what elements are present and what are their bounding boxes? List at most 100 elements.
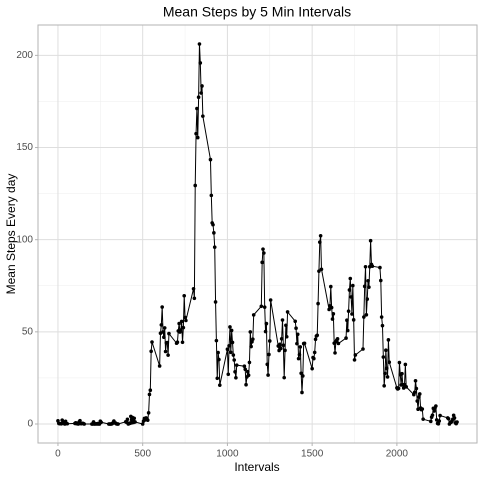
point: [404, 385, 409, 389]
point: [300, 390, 304, 395]
point: [145, 418, 150, 422]
point: [233, 369, 237, 374]
point: [349, 295, 353, 299]
point: [312, 350, 317, 355]
point: [297, 352, 302, 357]
point: [317, 240, 322, 244]
point: [344, 336, 348, 340]
point: [364, 312, 369, 317]
point: [209, 193, 214, 198]
point: [227, 344, 231, 348]
point: [175, 340, 180, 345]
point: [352, 358, 357, 362]
point: [217, 383, 222, 387]
point: [386, 338, 391, 342]
point: [194, 131, 198, 136]
point: [228, 325, 232, 329]
point: [330, 317, 335, 321]
point: [181, 325, 186, 330]
point: [318, 233, 323, 238]
point: [196, 95, 201, 100]
point: [162, 326, 167, 330]
point: [365, 297, 370, 301]
point: [396, 386, 401, 391]
point: [298, 345, 303, 349]
point: [212, 231, 216, 235]
x-tick-label: 0: [55, 449, 61, 460]
point: [183, 315, 187, 320]
point: [299, 371, 303, 376]
point: [199, 91, 203, 95]
point: [161, 330, 165, 334]
point: [381, 355, 386, 359]
point: [201, 114, 205, 118]
point: [348, 276, 353, 281]
point: [246, 373, 251, 378]
point: [133, 420, 137, 424]
point: [198, 61, 203, 65]
point: [215, 376, 220, 381]
point: [163, 349, 168, 354]
point: [361, 347, 365, 351]
point: [345, 328, 350, 333]
point: [244, 382, 248, 387]
point: [382, 384, 386, 388]
point: [333, 351, 337, 355]
point: [317, 269, 321, 273]
point: [280, 318, 285, 322]
point: [383, 371, 387, 376]
point: [192, 296, 197, 301]
point: [281, 343, 286, 348]
point: [432, 409, 436, 413]
point: [214, 338, 219, 343]
point: [264, 321, 269, 326]
point: [347, 288, 352, 292]
point: [455, 420, 459, 424]
point: [247, 360, 252, 365]
point: [231, 353, 236, 357]
point: [452, 416, 457, 420]
point: [412, 390, 417, 395]
point: [284, 323, 288, 328]
x-axis-label: Intervals: [234, 460, 279, 474]
point: [403, 362, 408, 367]
point: [146, 411, 151, 415]
point: [159, 323, 164, 327]
point: [417, 395, 421, 399]
point: [437, 419, 442, 423]
point: [384, 348, 388, 353]
point: [378, 265, 382, 270]
point: [345, 318, 349, 323]
point: [397, 360, 402, 365]
point: [367, 285, 371, 289]
point: [265, 362, 270, 367]
point: [434, 404, 438, 408]
point: [415, 399, 420, 403]
point: [302, 341, 307, 346]
x-tick-label: 1500: [301, 449, 324, 460]
point: [363, 264, 368, 269]
y-tick-label: 200: [16, 50, 33, 61]
point: [328, 284, 333, 289]
point: [182, 294, 187, 298]
point: [283, 348, 287, 353]
point: [262, 251, 266, 255]
point: [212, 245, 217, 249]
point: [331, 312, 336, 316]
point: [229, 328, 234, 333]
point: [267, 352, 271, 357]
point: [140, 422, 145, 426]
point: [249, 344, 253, 349]
point: [285, 310, 290, 314]
point: [217, 357, 221, 362]
point: [319, 267, 324, 272]
y-tick-label: 0: [27, 419, 33, 430]
point: [279, 336, 284, 341]
point: [179, 319, 184, 324]
point: [266, 373, 270, 377]
point: [368, 238, 373, 243]
x-tick-label: 1000: [216, 449, 239, 460]
point: [428, 419, 433, 424]
point: [378, 278, 383, 283]
point: [294, 326, 298, 331]
